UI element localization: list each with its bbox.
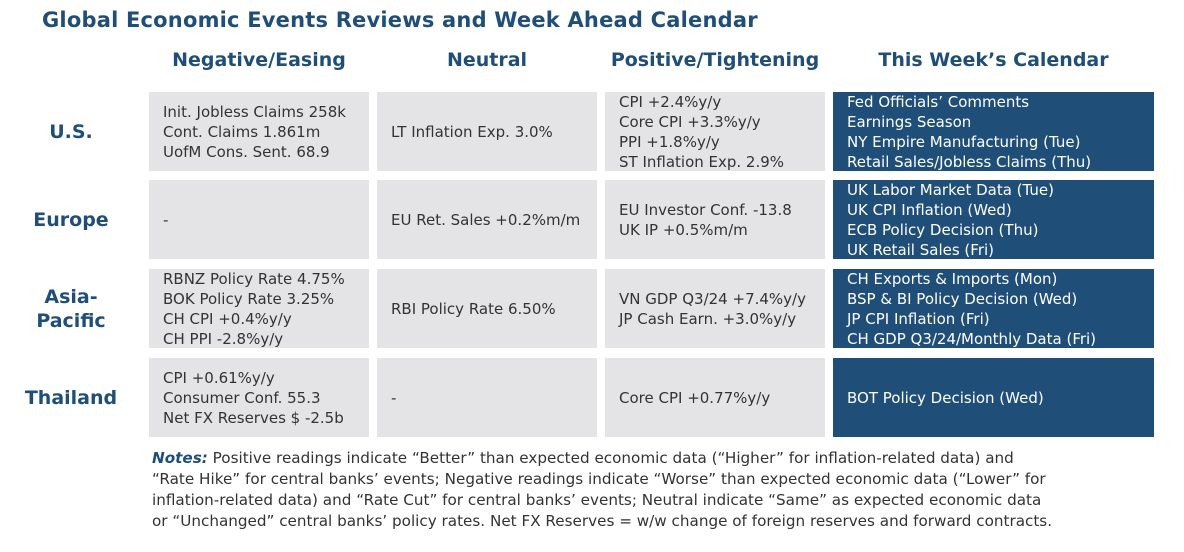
cell-asia-positive: VN GDP Q3/24 +7.4%y/y JP Cash Earn. +3.0… bbox=[605, 269, 825, 348]
region-label: Asia- bbox=[44, 285, 98, 308]
cell-line: Consumer Conf. 55.3 bbox=[163, 388, 321, 407]
row-header-us: U.S. bbox=[0, 92, 142, 171]
cell-line: RBI Policy Rate 6.50% bbox=[391, 299, 556, 318]
cell-line: UofM Cons. Sent. 68.9 bbox=[163, 142, 330, 161]
cell-line: CPI +2.4%y/y bbox=[619, 92, 722, 111]
cell-us-calendar: Fed Officials’ Comments Earnings Season … bbox=[833, 92, 1154, 171]
row-header-thailand: Thailand bbox=[0, 358, 142, 437]
cell-line: JP Cash Earn. +3.0%y/y bbox=[619, 309, 797, 328]
cell-line: RBNZ Policy Rate 4.75% bbox=[163, 269, 345, 288]
cell-line: CH PPI -2.8%y/y bbox=[163, 329, 284, 348]
cell-line: LT Inflation Exp. 3.0% bbox=[391, 122, 553, 141]
notes-line: Notes: Positive readings indicate “Bette… bbox=[152, 448, 1172, 469]
cell-line: BOK Policy Rate 3.25% bbox=[163, 289, 335, 308]
cell-thailand-neutral: - bbox=[377, 358, 597, 437]
calendar-line: Earnings Season bbox=[847, 113, 972, 131]
cell-asia-neutral: RBI Policy Rate 6.50% bbox=[377, 269, 597, 348]
cell-us-negative: Init. Jobless Claims 258k Cont. Claims 1… bbox=[149, 92, 369, 171]
calendar-line: NY Empire Manufacturing (Tue) bbox=[847, 133, 1081, 151]
calendar-line: BSP & BI Policy Decision (Wed) bbox=[847, 290, 1078, 308]
region-label: Pacific bbox=[36, 309, 106, 332]
cell-europe-negative: - bbox=[149, 180, 369, 259]
cell-line: - bbox=[391, 388, 397, 407]
calendar-line: Fed Officials’ Comments bbox=[847, 93, 1030, 111]
cell-asia-calendar: CH Exports & Imports (Mon) BSP & BI Poli… bbox=[833, 269, 1154, 348]
calendar-line: CH Exports & Imports (Mon) bbox=[847, 270, 1058, 288]
calendar-line: BOT Policy Decision (Wed) bbox=[847, 388, 1044, 407]
cell-line: PPI +1.8%y/y bbox=[619, 132, 720, 151]
cell-us-neutral: LT Inflation Exp. 3.0% bbox=[377, 92, 597, 171]
cell-line: EU Ret. Sales +0.2%m/m bbox=[391, 210, 581, 229]
cell-line: Core CPI +3.3%y/y bbox=[619, 112, 761, 131]
cell-line: Cont. Claims 1.861m bbox=[163, 122, 321, 141]
cell-line: UK IP +0.5%m/m bbox=[619, 220, 748, 239]
notes-line: inflation-related data) and “Rate Cut” f… bbox=[152, 491, 1042, 509]
column-header-positive: Positive/Tightening bbox=[610, 49, 820, 71]
region-label: U.S. bbox=[49, 120, 93, 143]
calendar-line: UK Retail Sales (Fri) bbox=[847, 241, 995, 259]
row-header-asia-pacific: Asia- Pacific bbox=[0, 269, 142, 348]
cell-asia-negative: RBNZ Policy Rate 4.75% BOK Policy Rate 3… bbox=[149, 269, 369, 348]
cell-line: VN GDP Q3/24 +7.4%y/y bbox=[619, 289, 806, 308]
cell-thailand-negative: CPI +0.61%y/y Consumer Conf. 55.3 Net FX… bbox=[149, 358, 369, 437]
region-label: Thailand bbox=[24, 386, 118, 409]
column-header-neutral: Neutral bbox=[446, 49, 528, 71]
notes-line: or “Unchanged” central banks’ policy rat… bbox=[152, 512, 1053, 530]
cell-europe-positive: EU Investor Conf. -13.8 UK IP +0.5%m/m bbox=[605, 180, 825, 259]
calendar-line: Retail Sales/Jobless Claims (Thu) bbox=[847, 153, 1092, 171]
notes-text: Positive readings indicate “Better” than… bbox=[207, 449, 1014, 467]
notes: Notes: Positive readings indicate “Bette… bbox=[152, 448, 1172, 532]
column-header-negative: Negative/Easing bbox=[172, 49, 346, 71]
calendar-line: UK CPI Inflation (Wed) bbox=[847, 201, 1012, 219]
cell-line: CPI +0.61%y/y bbox=[163, 368, 275, 387]
cell-line: - bbox=[163, 210, 169, 229]
calendar-line: CH GDP Q3/24/Monthly Data (Fri) bbox=[847, 330, 1097, 348]
cell-line: CH CPI +0.4%y/y bbox=[163, 309, 292, 328]
cell-line: Init. Jobless Claims 258k bbox=[163, 102, 346, 121]
calendar-line: ECB Policy Decision (Thu) bbox=[847, 221, 1039, 239]
cell-thailand-calendar: BOT Policy Decision (Wed) bbox=[833, 358, 1154, 437]
calendar-line: UK Labor Market Data (Tue) bbox=[847, 181, 1055, 199]
cell-thailand-positive: Core CPI +0.77%y/y bbox=[605, 358, 825, 437]
cell-line: Core CPI +0.77%y/y bbox=[619, 388, 771, 407]
cell-line: EU Investor Conf. -13.8 bbox=[619, 200, 792, 219]
notes-line: “Rate Hike” for central banks’ events; N… bbox=[152, 470, 1046, 488]
cell-line: Net FX Reserves $ -2.5b bbox=[163, 408, 344, 427]
column-header-calendar: This Week’s Calendar bbox=[878, 49, 1109, 71]
cell-europe-calendar: UK Labor Market Data (Tue) UK CPI Inflat… bbox=[833, 180, 1154, 259]
cell-line: ST Inflation Exp. 2.9% bbox=[619, 152, 785, 171]
page-title: Global Economic Events Reviews and Week … bbox=[42, 8, 758, 32]
cell-us-positive: CPI +2.4%y/y Core CPI +3.3%y/y PPI +1.8%… bbox=[605, 92, 825, 171]
notes-label: Notes: bbox=[152, 449, 208, 467]
cell-europe-neutral: EU Ret. Sales +0.2%m/m bbox=[377, 180, 597, 259]
row-header-europe: Europe bbox=[0, 180, 142, 259]
region-label: Europe bbox=[33, 208, 109, 231]
calendar-line: JP CPI Inflation (Fri) bbox=[847, 310, 990, 328]
